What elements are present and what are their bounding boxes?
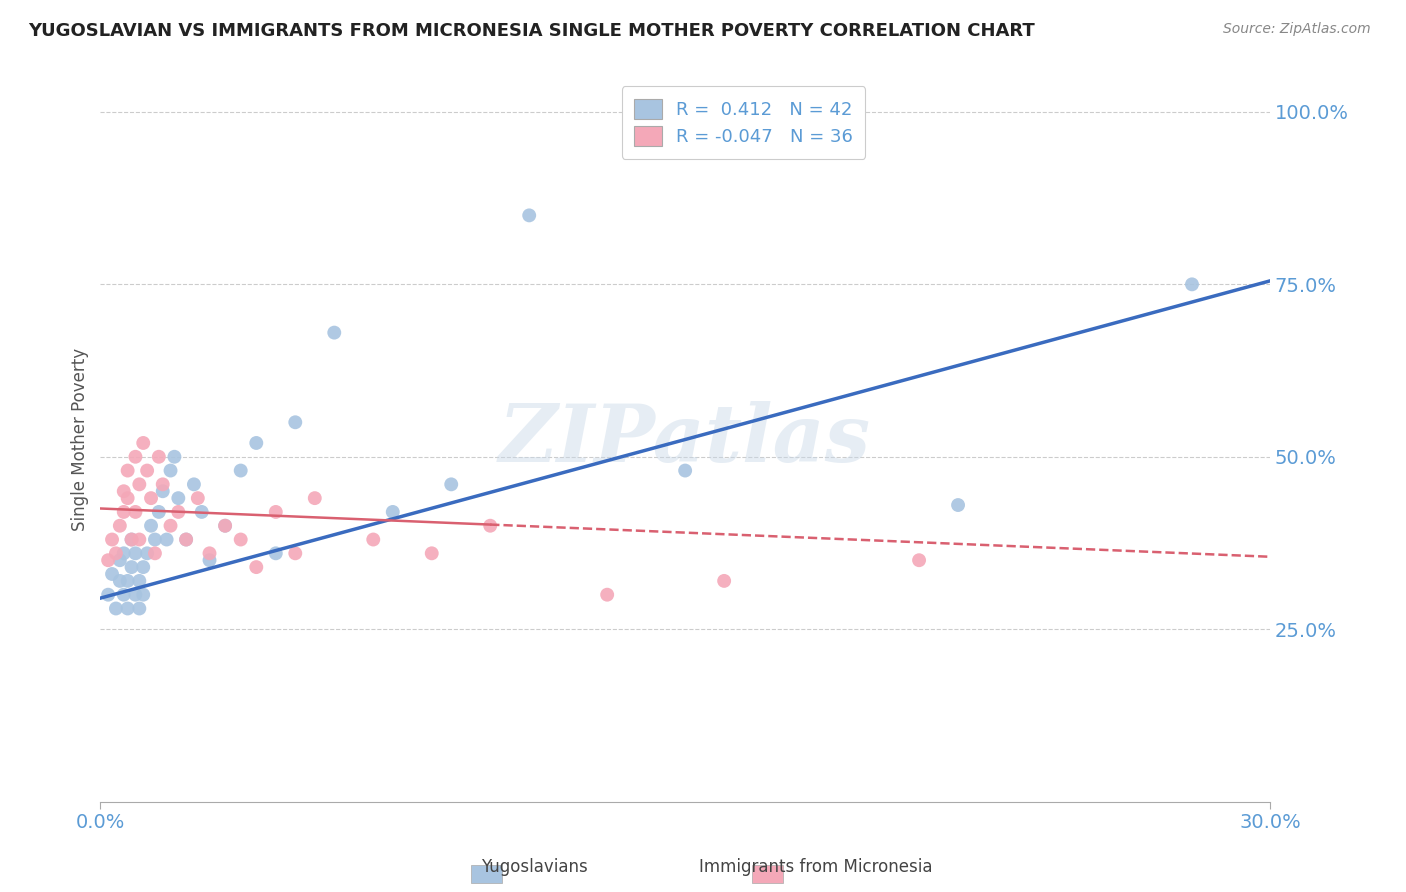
Point	[112, 484, 135, 499]
Point	[163, 450, 186, 464]
Point	[124, 588, 146, 602]
Point	[152, 484, 174, 499]
Point	[148, 505, 170, 519]
Point	[108, 553, 131, 567]
Legend: R =  0.412   N = 42, R = -0.047   N = 36: R = 0.412 N = 42, R = -0.047 N = 36	[621, 87, 866, 159]
Point	[108, 574, 131, 588]
Point	[117, 464, 139, 478]
Point	[198, 546, 221, 560]
Point	[117, 574, 139, 588]
Point	[108, 518, 131, 533]
Point	[479, 518, 502, 533]
Point	[128, 477, 150, 491]
Point	[323, 326, 346, 340]
Text: Yugoslavians: Yugoslavians	[481, 858, 588, 876]
Point	[117, 491, 139, 505]
Point	[152, 477, 174, 491]
Point	[112, 588, 135, 602]
Point	[124, 546, 146, 560]
Point	[264, 546, 287, 560]
Point	[128, 533, 150, 547]
Point	[198, 553, 221, 567]
Point	[136, 546, 159, 560]
Point	[174, 533, 197, 547]
Point	[420, 546, 443, 560]
Point	[174, 533, 197, 547]
Point	[104, 546, 127, 560]
Point	[117, 601, 139, 615]
Y-axis label: Single Mother Poverty: Single Mother Poverty	[72, 348, 89, 531]
Text: YUGOSLAVIAN VS IMMIGRANTS FROM MICRONESIA SINGLE MOTHER POVERTY CORRELATION CHAR: YUGOSLAVIAN VS IMMIGRANTS FROM MICRONESI…	[28, 22, 1035, 40]
Point	[167, 505, 190, 519]
Point	[121, 533, 143, 547]
Text: Immigrants from Micronesia: Immigrants from Micronesia	[699, 858, 932, 876]
Point	[139, 491, 162, 505]
Point	[596, 588, 619, 602]
Point	[440, 477, 463, 491]
Point	[908, 553, 931, 567]
Point	[132, 436, 155, 450]
Point	[101, 533, 124, 547]
Point	[214, 518, 236, 533]
Point	[229, 533, 252, 547]
Point	[132, 560, 155, 574]
Point	[128, 574, 150, 588]
Point	[139, 518, 162, 533]
Point	[264, 505, 287, 519]
Point	[284, 415, 307, 429]
Point	[128, 601, 150, 615]
Point	[183, 477, 205, 491]
Point	[104, 601, 127, 615]
Point	[97, 553, 120, 567]
Point	[673, 464, 696, 478]
Point	[284, 546, 307, 560]
Point	[946, 498, 969, 512]
Point	[148, 450, 170, 464]
Point	[112, 546, 135, 560]
Point	[156, 533, 179, 547]
Point	[97, 588, 120, 602]
Point	[159, 464, 181, 478]
Point	[143, 533, 166, 547]
Point	[124, 450, 146, 464]
Text: Source: ZipAtlas.com: Source: ZipAtlas.com	[1223, 22, 1371, 37]
Point	[229, 464, 252, 478]
Point	[101, 567, 124, 582]
Point	[713, 574, 735, 588]
Point	[159, 518, 181, 533]
Point	[245, 560, 267, 574]
Point	[187, 491, 209, 505]
Point	[245, 436, 267, 450]
Point	[381, 505, 404, 519]
Text: ZIPatlas: ZIPatlas	[499, 401, 872, 478]
Point	[361, 533, 384, 547]
Point	[1181, 277, 1204, 292]
Point	[143, 546, 166, 560]
Point	[167, 491, 190, 505]
Point	[517, 208, 540, 222]
Point	[190, 505, 212, 519]
Point	[304, 491, 326, 505]
Point	[132, 588, 155, 602]
Point	[112, 505, 135, 519]
Point	[124, 505, 146, 519]
Point	[214, 518, 236, 533]
Point	[136, 464, 159, 478]
Point	[121, 533, 143, 547]
Point	[121, 560, 143, 574]
